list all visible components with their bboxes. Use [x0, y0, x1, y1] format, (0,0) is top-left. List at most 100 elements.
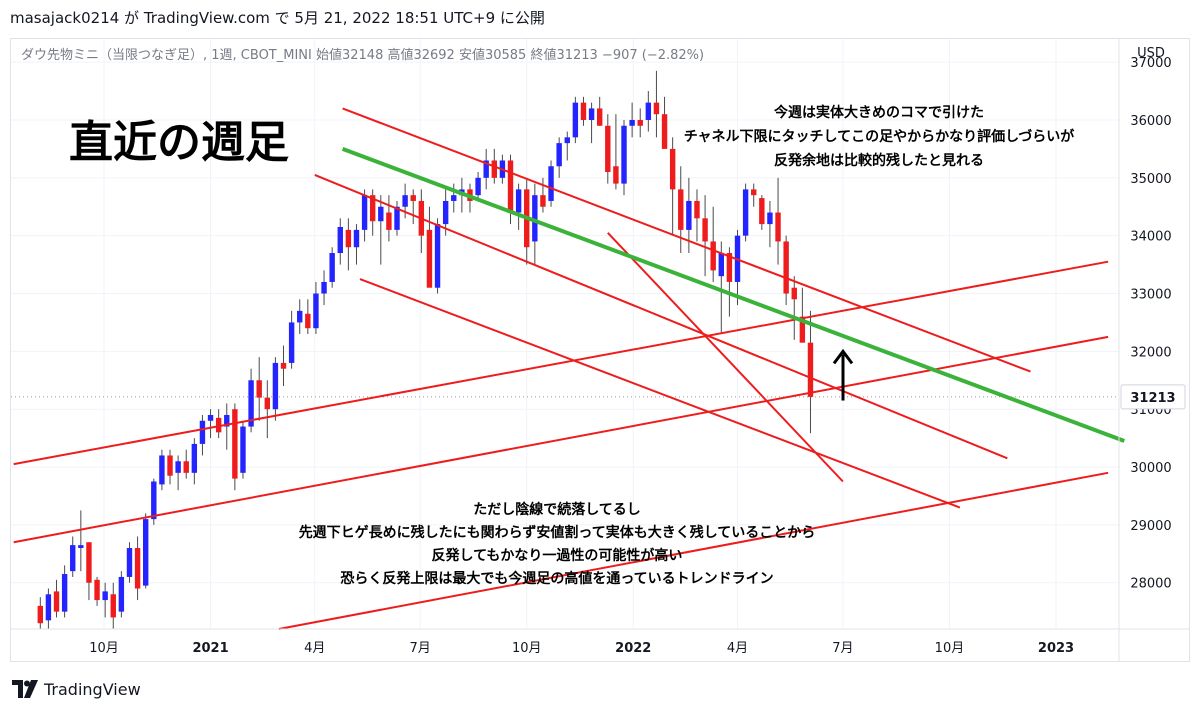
candle-body — [151, 481, 157, 520]
candle — [37, 597, 44, 629]
candle-body — [807, 342, 814, 397]
candle-body — [434, 224, 441, 288]
x-tick-label: 10月 — [512, 641, 542, 656]
candle — [524, 177, 530, 265]
candle — [532, 183, 538, 265]
candle — [726, 247, 733, 317]
candle-body — [78, 545, 84, 549]
candle — [102, 582, 108, 618]
candle-body — [321, 281, 327, 294]
candle — [759, 195, 765, 230]
currency-label: USD — [1137, 46, 1165, 61]
candle-body — [702, 218, 708, 242]
candle — [678, 166, 684, 254]
candle — [791, 276, 797, 340]
candle-body — [232, 409, 238, 479]
candle-body — [637, 119, 643, 126]
x-tick-label: 7月 — [410, 641, 431, 656]
x-tick-label: 2023 — [1038, 641, 1074, 656]
publish-info: が TradingView.com で 5月 21, 2022 18:51 UT… — [119, 9, 545, 27]
candle-body — [224, 414, 230, 427]
candle-body — [540, 195, 546, 207]
tradingview-logo-icon — [12, 680, 38, 698]
candle-body — [61, 574, 68, 612]
candle — [369, 189, 376, 236]
candle — [248, 368, 254, 433]
candle — [694, 189, 700, 242]
candle-body — [305, 313, 311, 329]
publish-header: masajack0214 が TradingView.com で 5月 21, … — [0, 0, 1200, 36]
candle — [151, 478, 157, 525]
candle — [86, 542, 92, 601]
candle-body — [199, 420, 206, 444]
candle — [410, 189, 416, 225]
chart-panel[interactable]: 28000 29000 30000 31000 32000 33000 34000 35000… — [10, 38, 1190, 662]
candle — [313, 281, 319, 334]
chart-overlay-title: 直近の週足 — [69, 117, 289, 168]
chart-legend: ダウ先物ミニ（当限つなぎ足）, 1週, CBOT_MINI 始値32148 高値… — [21, 47, 704, 63]
candle — [767, 200, 773, 248]
y-tick-label: 32000 — [1130, 345, 1171, 360]
candle-body — [337, 226, 343, 254]
candle — [783, 235, 789, 306]
candle — [215, 409, 222, 439]
candlestick-chart[interactable]: 2800029000300003100032000330003400035000… — [11, 39, 1189, 661]
candle-body — [329, 253, 335, 282]
candle — [118, 571, 125, 618]
candle-body — [742, 189, 749, 236]
candle — [378, 195, 384, 265]
x-tick-label: 4月 — [727, 641, 748, 656]
green-trendline — [341, 147, 1126, 443]
candle — [207, 409, 214, 439]
candle — [45, 588, 52, 629]
candle-body — [94, 579, 100, 601]
top-note-line: 今週は実体大きめのコマで引けた — [773, 104, 984, 121]
candle — [434, 218, 441, 294]
candle — [661, 96, 668, 149]
last-price-tag — [1120, 384, 1186, 410]
candle-body — [629, 119, 635, 126]
candle — [751, 183, 757, 207]
candle-body — [191, 443, 198, 473]
candle-body — [694, 200, 700, 219]
footer: TradingView — [12, 676, 141, 702]
bottom-note-line: 恐らく反発上限は最大でも今週足の高値を通っているトレンドライン — [340, 570, 773, 587]
candle — [175, 455, 181, 491]
candle — [361, 189, 368, 242]
candle-body — [207, 414, 214, 421]
candle — [799, 287, 806, 343]
middle-rising-trendline — [13, 335, 1109, 544]
candle — [580, 96, 587, 126]
candle-body — [288, 322, 295, 363]
candle-body — [653, 102, 660, 115]
candle-body — [134, 548, 141, 589]
top-note-line: 反発余地は比較的残したと見れる — [774, 152, 984, 169]
candle-body — [345, 229, 352, 248]
candle-body — [110, 594, 116, 618]
candle — [621, 119, 627, 196]
candle-body — [718, 253, 724, 277]
candle-body — [451, 195, 457, 201]
publisher-username[interactable]: masajack0214 — [10, 9, 120, 27]
x-tick-label: 7月 — [832, 641, 853, 656]
last-price-label: 31213 — [1130, 391, 1175, 406]
candle-body — [167, 455, 173, 476]
candle-body — [775, 212, 781, 242]
candle — [613, 114, 619, 190]
y-tick-label: 34000 — [1130, 230, 1171, 245]
candle-body — [475, 177, 481, 196]
candle-body — [297, 310, 303, 323]
candle — [61, 565, 68, 618]
candle — [718, 241, 724, 334]
candle — [183, 449, 189, 479]
candle — [605, 114, 611, 184]
candle-body — [378, 206, 384, 222]
candle-body — [272, 362, 279, 410]
candle — [418, 189, 425, 254]
y-tick-label: 33000 — [1130, 288, 1171, 303]
candle-body — [661, 114, 668, 149]
candle-body — [248, 380, 254, 427]
candle — [337, 218, 343, 265]
candle — [232, 403, 238, 491]
candle — [305, 299, 311, 334]
